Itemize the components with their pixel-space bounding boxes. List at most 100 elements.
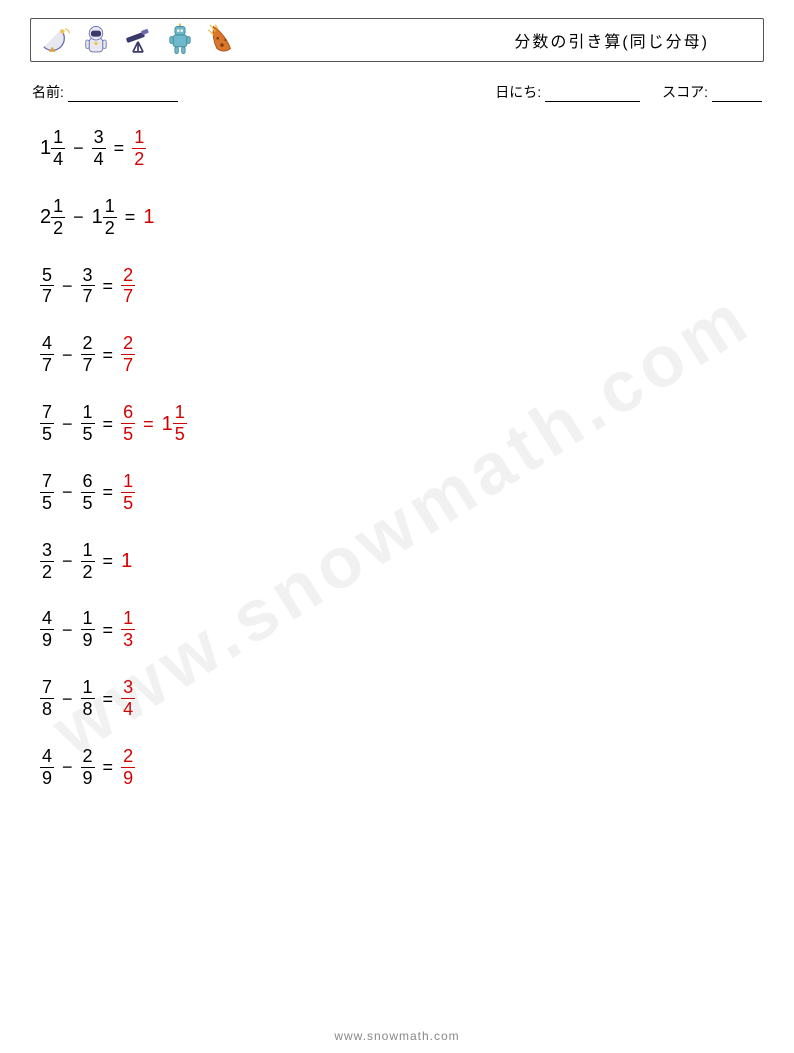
fraction: 47 [40, 334, 54, 375]
numerator: 1 [121, 609, 135, 629]
whole-number: 1 [121, 551, 132, 571]
numerator: 2 [81, 747, 95, 767]
problem-row: 49−19=13 [40, 609, 764, 650]
denominator: 5 [40, 423, 54, 444]
problem-row: 114−34 = 12 [40, 128, 764, 169]
fraction: 15 [173, 403, 187, 444]
minus-operator: − [71, 208, 86, 226]
fraction: 12 [81, 541, 95, 582]
minus-operator: − [71, 139, 86, 157]
minus-operator: − [60, 552, 75, 570]
denominator: 5 [40, 492, 54, 513]
numerator: 1 [103, 197, 117, 217]
denominator: 9 [81, 629, 95, 650]
denominator: 8 [81, 698, 95, 719]
equals-sign: = [101, 621, 116, 639]
whole-number: 1 [40, 138, 51, 158]
fraction: 34 [92, 128, 106, 169]
satellite-dish-icon [37, 23, 71, 57]
equals-sign: = [101, 415, 116, 433]
problem-row: 78−18=34 [40, 678, 764, 719]
denominator: 2 [132, 148, 146, 169]
equals-sign: = [101, 277, 116, 295]
numerator: 2 [81, 334, 95, 354]
fraction: 75 [40, 403, 54, 444]
score-blank[interactable] [712, 86, 762, 102]
numerator: 7 [40, 678, 54, 698]
meta-name: 名前: [32, 82, 178, 102]
problem-row: 57−37 = 27 [40, 266, 764, 307]
worksheet-title: 分数の引き算(同じ分母) [514, 28, 749, 52]
denominator: 2 [40, 561, 54, 582]
problem-row: 32−12=1 [40, 541, 764, 582]
problem-list: 114−34=12212−112=157−37=2747−27=2775−15=… [30, 128, 764, 788]
fraction: 27 [81, 334, 95, 375]
fraction: 27 [121, 266, 135, 307]
fraction: 37 [81, 266, 95, 307]
equals-sign: = [101, 483, 116, 501]
numerator: 4 [40, 334, 54, 354]
numerator: 1 [121, 472, 135, 492]
meta-row: 名前: 日にち: スコア: [30, 82, 764, 102]
denominator: 8 [40, 698, 54, 719]
fraction: 65 [81, 472, 95, 513]
problem-row: 47−27=27 [40, 334, 764, 375]
fraction: 65 [121, 403, 135, 444]
denominator: 5 [173, 423, 187, 444]
whole-number: 1 [143, 207, 154, 227]
fraction: 14 [51, 128, 65, 169]
fraction: 78 [40, 678, 54, 719]
header-icon-row [37, 23, 239, 57]
numerator: 1 [81, 609, 95, 629]
footer-url: www.snowmath.com [0, 1029, 794, 1043]
fraction: 15 [121, 472, 135, 513]
date-blank[interactable] [545, 86, 640, 102]
equals-sign: = [112, 139, 127, 157]
fraction: 15 [81, 403, 95, 444]
whole-number: 1 [92, 207, 103, 227]
score-label: スコア: [662, 82, 708, 102]
minus-operator: − [60, 483, 75, 501]
fraction: 29 [121, 747, 135, 788]
numerator: 7 [40, 403, 54, 423]
denominator: 7 [40, 354, 54, 375]
equals-sign: = [101, 346, 116, 364]
denominator: 5 [121, 492, 135, 513]
fraction: 13 [121, 609, 135, 650]
fraction: 32 [40, 541, 54, 582]
denominator: 5 [81, 423, 95, 444]
minus-operator: − [60, 346, 75, 364]
denominator: 5 [81, 492, 95, 513]
minus-operator: − [60, 277, 75, 295]
date-label: 日にち: [495, 82, 541, 102]
whole-number: 1 [162, 414, 173, 434]
denominator: 9 [81, 767, 95, 788]
meteor-icon [205, 23, 239, 57]
numerator: 5 [40, 266, 54, 286]
denominator: 4 [92, 148, 106, 169]
numerator: 4 [40, 747, 54, 767]
numerator: 1 [173, 403, 187, 423]
denominator: 2 [103, 217, 117, 238]
fraction: 34 [121, 678, 135, 719]
numerator: 1 [81, 678, 95, 698]
problem-row: 212−112=1 [40, 197, 764, 238]
fraction: 12 [132, 128, 146, 169]
name-blank[interactable] [68, 86, 178, 102]
denominator: 2 [51, 217, 65, 238]
problem-row: 75−15=65=115 [40, 403, 764, 444]
numerator: 6 [81, 472, 95, 492]
header-box: 分数の引き算(同じ分母) [30, 18, 764, 62]
problem-row: 75−65=15 [40, 472, 764, 513]
denominator: 7 [81, 354, 95, 375]
fraction: 57 [40, 266, 54, 307]
equals-sign: = [123, 208, 138, 226]
numerator: 4 [40, 609, 54, 629]
equals-sign: = [141, 415, 156, 433]
fraction: 12 [103, 197, 117, 238]
denominator: 4 [51, 148, 65, 169]
fraction: 19 [81, 609, 95, 650]
denominator: 3 [121, 629, 135, 650]
telescope-icon [121, 23, 155, 57]
denominator: 5 [121, 423, 135, 444]
